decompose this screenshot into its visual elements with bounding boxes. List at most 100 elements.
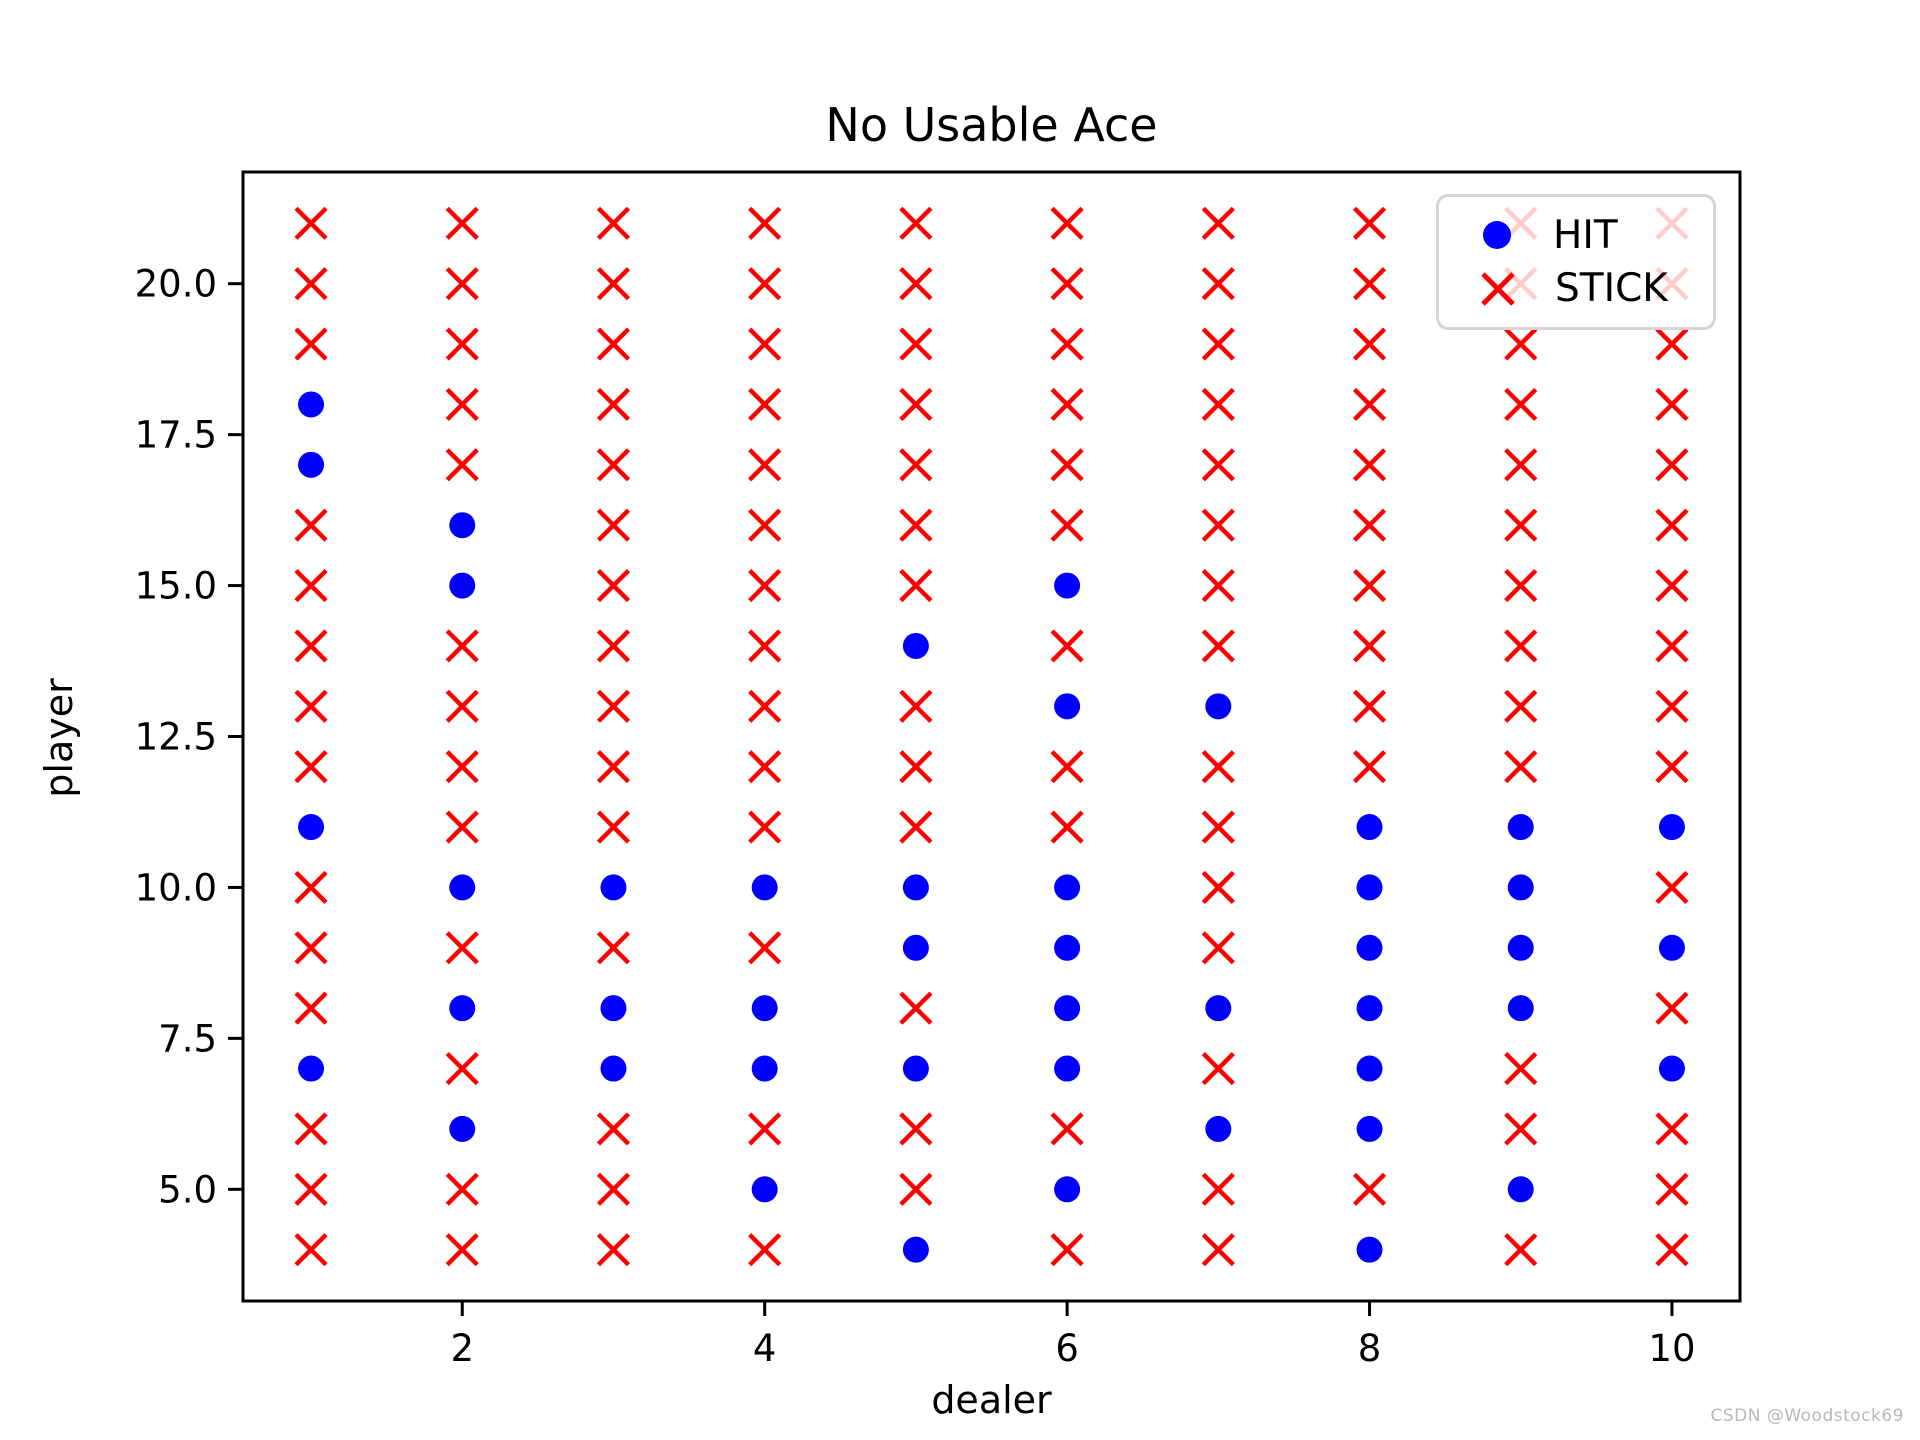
stick-marker [596, 387, 631, 422]
stick-marker [748, 689, 782, 723]
stick-marker [748, 629, 782, 663]
stick-marker [445, 1051, 479, 1086]
stick-marker [748, 327, 782, 361]
stick-marker [294, 1112, 328, 1146]
hit-marker [1054, 572, 1081, 599]
stick-marker [1201, 1172, 1235, 1206]
stick-marker [1201, 206, 1235, 240]
stick-marker [899, 1112, 933, 1146]
stick-marker [596, 810, 631, 844]
stick-marker [748, 750, 782, 784]
watermark: CSDN @Woodstock69 [1710, 1406, 1904, 1426]
stick-marker [1050, 267, 1084, 301]
stick-marker [748, 448, 782, 482]
hit-marker [1507, 874, 1534, 901]
hit-marker [1507, 934, 1534, 961]
stick-marker [1504, 568, 1538, 603]
stick-marker [748, 931, 782, 965]
stick-marker [445, 810, 479, 844]
stick-marker [1352, 206, 1387, 240]
stick-marker [596, 206, 631, 240]
stick-marker [1352, 629, 1387, 663]
hit-marker [1054, 693, 1081, 720]
y-tick-label: 5.0 [158, 1168, 217, 1211]
stick-marker [1201, 1051, 1235, 1086]
stick-marker [445, 1233, 479, 1267]
stick-marker [294, 206, 328, 240]
hit-marker [449, 995, 476, 1022]
stick-marker [596, 267, 631, 301]
hit-marker [1054, 995, 1081, 1022]
stick-marker [445, 1172, 479, 1206]
stick-marker [1504, 1051, 1538, 1086]
stick-marker [1655, 870, 1689, 905]
hit-marker [1054, 934, 1081, 961]
stick-marker [1050, 750, 1084, 784]
stick-marker [596, 568, 631, 603]
hit-marker [298, 1055, 325, 1082]
stick-marker [1201, 508, 1235, 542]
stick-marker [596, 750, 631, 784]
hit-marker [902, 1236, 929, 1263]
stick-marker [1655, 689, 1689, 723]
stick-marker [1504, 508, 1538, 542]
y-tick-label: 15.0 [135, 565, 217, 608]
stick-marker [294, 750, 328, 784]
hit-marker [298, 391, 325, 418]
stick-marker-icon [1481, 272, 1515, 306]
y-tick-label: 12.5 [135, 716, 217, 759]
stick-marker [899, 750, 933, 784]
stick-marker [1050, 629, 1084, 663]
hit-marker [1356, 934, 1383, 961]
stick-marker [899, 810, 933, 844]
stick-marker [748, 568, 782, 603]
hit-marker [902, 632, 929, 659]
stick-marker [1504, 387, 1538, 422]
stick-marker [1352, 508, 1387, 542]
stick-marker [294, 629, 328, 663]
x-tick-label: 6 [1055, 1327, 1079, 1370]
stick-marker [596, 1233, 631, 1267]
stick-marker [1504, 689, 1538, 723]
chart-title: No Usable Ace [825, 98, 1158, 152]
stick-marker [899, 206, 933, 240]
hit-marker [449, 512, 476, 539]
stick-marker [294, 991, 328, 1025]
hit-marker [902, 934, 929, 961]
stick-marker [1050, 448, 1084, 482]
stick-marker [1050, 387, 1084, 422]
stick-marker [596, 689, 631, 723]
hit-marker [449, 874, 476, 901]
stick-marker [1504, 1233, 1538, 1267]
stick-marker [1050, 1112, 1084, 1146]
stick-marker [1201, 870, 1235, 905]
stick-marker [294, 689, 328, 723]
stick-marker [1352, 327, 1387, 361]
stick-marker [899, 448, 933, 482]
x-tick-label: 4 [753, 1327, 777, 1370]
hit-marker [1356, 1236, 1383, 1263]
stick-marker [1352, 689, 1387, 723]
hit-marker [1356, 874, 1383, 901]
hit-marker [298, 814, 325, 841]
stick-marker [1504, 1112, 1538, 1146]
stick-marker [1201, 931, 1235, 965]
hit-marker [600, 874, 627, 901]
stick-marker [1655, 750, 1689, 784]
stick-marker [1352, 1172, 1387, 1206]
stick-marker [1352, 448, 1387, 482]
stick-marker [1050, 508, 1084, 542]
y-tick-label: 17.5 [135, 414, 217, 457]
hit-marker [1356, 1055, 1383, 1082]
stick-marker [1050, 1233, 1084, 1267]
hit-marker [1356, 1115, 1383, 1142]
stick-marker [1352, 568, 1387, 603]
stick-marker [596, 1172, 631, 1206]
stick-marker [1201, 327, 1235, 361]
hit-marker [1054, 1176, 1081, 1203]
stick-marker [1655, 1172, 1689, 1206]
stick-marker [294, 267, 328, 301]
hit-marker [1507, 1176, 1534, 1203]
stick-marker [748, 810, 782, 844]
